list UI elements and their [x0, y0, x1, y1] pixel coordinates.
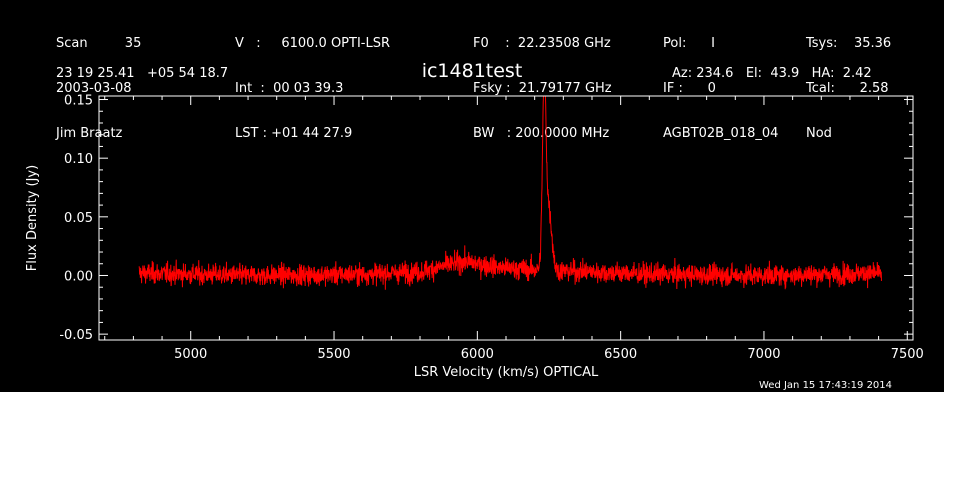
- axes-layer: 5000 5500 6000 6500 7000 7500 -0.05 0.00 0.05 0.1…: [59, 94, 923, 362]
- y-tick-label: 0.00: [64, 269, 93, 284]
- y-axis-label: Flux Density (Jy): [25, 165, 40, 271]
- integration-time: Int : 00 03 39.3: [235, 81, 344, 96]
- y-tick-label: -0.05: [59, 328, 93, 343]
- scan-number: Scan 35: [56, 36, 142, 51]
- spectrum-line-layer: [138, 95, 882, 290]
- x-tick-label: 6000: [461, 347, 494, 362]
- x-tick-label: 7000: [747, 347, 780, 362]
- velocity: V : 6100.0 OPTI-LSR: [235, 36, 391, 51]
- observer: Jim Braatz: [56, 126, 123, 141]
- x-tick-label: 6500: [604, 347, 637, 362]
- x-tick-label: 5500: [317, 347, 350, 362]
- polarization-info: Pol: I IF : 0 AGBT02B_018_04: [663, 6, 778, 171]
- spectrum-line: [138, 95, 882, 290]
- polarization: Pol: I: [663, 36, 715, 51]
- source-name-text: ic1481test: [421, 60, 523, 82]
- spectrum-plot: 5000 5500 6000 6500 7000 7500 -0.05 0.00 0.05 0.1…: [25, 94, 924, 380]
- x-tick-label: 7500: [891, 347, 924, 362]
- az-el-ha: Az: 234.6 El: 43.9 HA: 2.42: [672, 66, 872, 81]
- observation-date: 2003-03-08: [56, 81, 132, 96]
- y-tick-label: 0.05: [64, 211, 93, 226]
- tsys: Tsys: 35.36: [806, 36, 892, 51]
- timestamp: Wed Jan 15 17:43:19 2014: [759, 380, 893, 391]
- lst: LST : +01 44 27.9: [235, 126, 353, 141]
- procedure: Nod: [806, 126, 832, 141]
- if-number: IF : 0: [663, 81, 716, 96]
- plot-frame: [98, 95, 914, 341]
- velocity-info: V : 6100.0 OPTI-LSR Int : 00 03 39.3 LST…: [235, 6, 390, 171]
- system-info: Tsys: 35.36 Tcal: 2.58 Nod: [806, 6, 891, 171]
- sky-frequency: Fsky : 21.79177 GHz: [473, 81, 612, 96]
- source-name: ic1481test: [0, 60, 944, 82]
- rest-frequency: F0 : 22.23508 GHz: [473, 36, 611, 51]
- source-coordinates: 23 19 25.41 +05 54 18.7: [56, 66, 229, 81]
- scan-info: Scan 35 2003-03-08 Jim Braatz: [56, 6, 141, 171]
- x-tick-label: 5000: [174, 347, 207, 362]
- x-axis-label: LSR Velocity (km/s) OPTICAL: [414, 365, 599, 380]
- y-tick-label: 0.10: [64, 152, 93, 167]
- tcal: Tcal: 2.58: [806, 81, 889, 96]
- y-tick-label: 0.15: [64, 94, 93, 109]
- project-id: AGBT02B_018_04: [663, 126, 779, 141]
- spectrum-panel: Scan 35 2003-03-08 Jim Braatz V : 6100.0…: [0, 0, 944, 392]
